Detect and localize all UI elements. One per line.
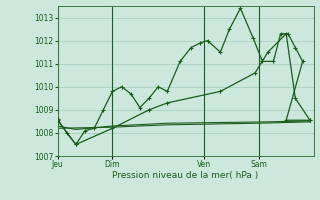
X-axis label: Pression niveau de la mer( hPa ): Pression niveau de la mer( hPa ) [112, 171, 259, 180]
